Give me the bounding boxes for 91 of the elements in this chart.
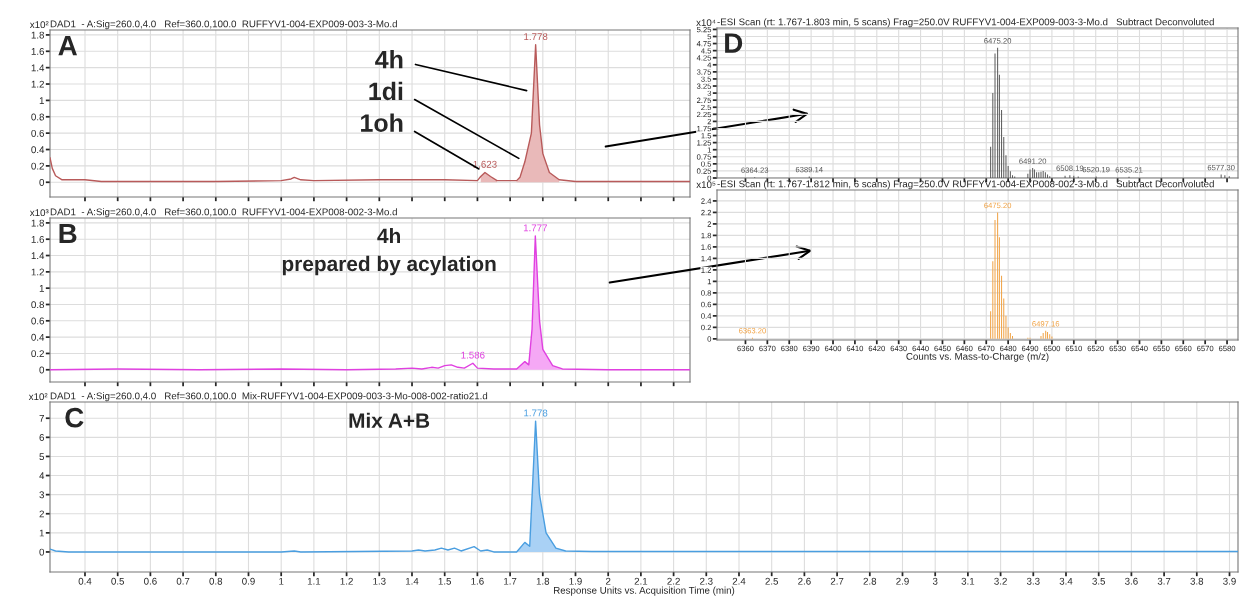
x-tick-label: 1.8	[536, 577, 550, 585]
x-tick-label: 0.6	[144, 577, 157, 585]
x-tick-label: 2.8	[863, 577, 877, 585]
x-tick-label: 2.2	[667, 577, 680, 585]
annotation: 1di	[369, 81, 403, 101]
x-tick-label: 3.9	[1223, 577, 1236, 585]
y-tick-label: 1.6	[31, 235, 45, 243]
annotation: B	[59, 223, 77, 244]
chart-title: DAD1 - A:Sig=260.0,4.0 Ref=360.0,100.0 RUFFYV1-004-EXP009-003-3-Mo.d	[50, 20, 397, 30]
y-axis-title: x10²	[28, 393, 48, 401]
x-tick-label: 1.4	[405, 577, 419, 585]
x-tick-label: 2.4	[732, 577, 746, 585]
x-tick-label: 3.2	[994, 577, 1007, 585]
annotation: 1.778	[524, 409, 548, 417]
x-tick-label: 3.3	[1026, 577, 1040, 585]
y-tick-label: 0.2	[31, 162, 44, 170]
y-tick-label: 0.6	[31, 129, 45, 137]
x-tick-label: 1.1	[307, 577, 321, 585]
x-tick-label: 2.5	[765, 577, 779, 585]
x-tick-label: 0.7	[176, 577, 190, 585]
x-tick-label: 1.3	[373, 577, 386, 585]
y-axis-title: x10³	[29, 209, 49, 217]
x-tick-label: 3.1	[961, 577, 975, 585]
y-tick-label: 0.4	[31, 146, 45, 154]
y-tick-label: 0.6	[31, 317, 45, 325]
x-tick-label: 3	[932, 577, 938, 585]
y-tick-label: 4	[39, 472, 45, 480]
annotation: A	[58, 36, 78, 56]
y-tick-label: 1.8	[31, 31, 45, 39]
x-tick-label: 0.4	[78, 577, 92, 585]
annotation: Mix A+B	[349, 412, 430, 428]
y-axis-title: x10⁵	[696, 181, 716, 189]
x-tick-label: 1.9	[569, 577, 582, 585]
y-tick-label: 3	[39, 491, 45, 499]
annotation: 1.586	[461, 351, 485, 359]
annotation: 1.778	[524, 33, 548, 41]
y-tick-label: 0	[39, 179, 45, 186]
y-tick-label: 1.4	[31, 64, 45, 72]
y-tick-label: 1.6	[31, 48, 45, 55]
x-tick-label: 1.6	[471, 577, 484, 585]
y-tick-label: 6	[39, 434, 45, 441]
x-tick-label: 2.6	[798, 577, 811, 585]
y-tick-label: 1	[39, 529, 44, 537]
annotation: 1.777	[523, 224, 547, 232]
x-tick-label: 3.4	[1059, 577, 1073, 585]
x-axis-title: Response Units vs. Acquisition Time (min)	[554, 586, 735, 596]
x-axis-title: Counts vs. Mass-to-Charge (m/z)	[906, 352, 1049, 362]
y-tick-label: 5	[39, 453, 45, 461]
annotation: D	[725, 33, 743, 53]
annotation: prepared by acylation	[282, 255, 496, 276]
y-tick-label: 0.8	[31, 301, 45, 309]
x-tick-label: 2.7	[830, 577, 844, 585]
y-axis-title: x10²	[29, 21, 49, 29]
y-tick-label: 0	[39, 366, 45, 374]
x-tick-label: 0.8	[209, 577, 223, 585]
x-tick-label: 1.7	[504, 577, 517, 585]
x-tick-label: 0.9	[242, 577, 255, 585]
y-axis-title: x10⁴	[696, 19, 716, 27]
x-tick-label: 2.1	[634, 577, 648, 585]
annotation: 4h	[377, 227, 400, 244]
y-tick-label: 1	[39, 97, 44, 104]
y-tick-label: 2	[39, 510, 44, 518]
x-tick-label: 3.6	[1125, 577, 1138, 585]
annotation: C	[65, 407, 84, 428]
x-tick-label: 2	[605, 577, 611, 585]
x-tick-label: 2.3	[700, 577, 713, 585]
y-tick-label: 1	[39, 285, 44, 292]
chart-title: -ESI Scan (rt: 1.767-1.812 min, 6 scans) Frag=250.0V RUFFYV1-004-EXP008-002-3-Mo.d Subtract Deconvoluted	[717, 180, 1214, 190]
x-tick-label: 3.7	[1157, 577, 1171, 585]
annotation: 1oh	[361, 113, 403, 132]
x-tick-label: 1	[279, 577, 284, 585]
y-tick-label: 1.4	[31, 252, 45, 260]
y-tick-label: 0	[39, 548, 45, 556]
x-tick-label: 3.5	[1092, 577, 1106, 585]
x-tick-label: 2.9	[896, 577, 909, 585]
x-tick-label: 1.2	[340, 577, 353, 585]
x-tick-label: 3.8	[1190, 577, 1204, 585]
y-tick-label: 0.4	[31, 333, 45, 341]
y-tick-label: 7	[39, 415, 44, 422]
x-tick-label: 1.5	[438, 577, 452, 585]
chart-title: DAD1 - A:Sig=260.0,4.0 Ref=360.0,100.0 RUFFYV1-004-EXP008-002-3-Mo.d	[50, 208, 397, 218]
y-tick-label: 1.2	[31, 268, 44, 276]
y-tick-label: 0.2	[31, 350, 44, 358]
annotation: 4h	[375, 50, 403, 69]
chart-title: -ESI Scan (rt: 1.767-1.803 min, 5 scans) Frag=250.0V RUFFYV1-004-EXP009-003-3-Mo.d Subtract Deconvoluted	[717, 18, 1214, 28]
chart-title: DAD1 - A:Sig=260.0,4.0 Ref=360.0,100.0 Mix-RUFFYV1-004-EXP009-003-3-Mo-008-002-ratio21.d	[50, 392, 488, 402]
x-tick-label: 0.5	[111, 577, 125, 585]
y-tick-label: 0.8	[31, 113, 45, 121]
y-tick-label: 1.2	[31, 80, 44, 88]
y-tick-label: 1.8	[31, 219, 45, 227]
annotation: 1.623	[473, 160, 497, 168]
